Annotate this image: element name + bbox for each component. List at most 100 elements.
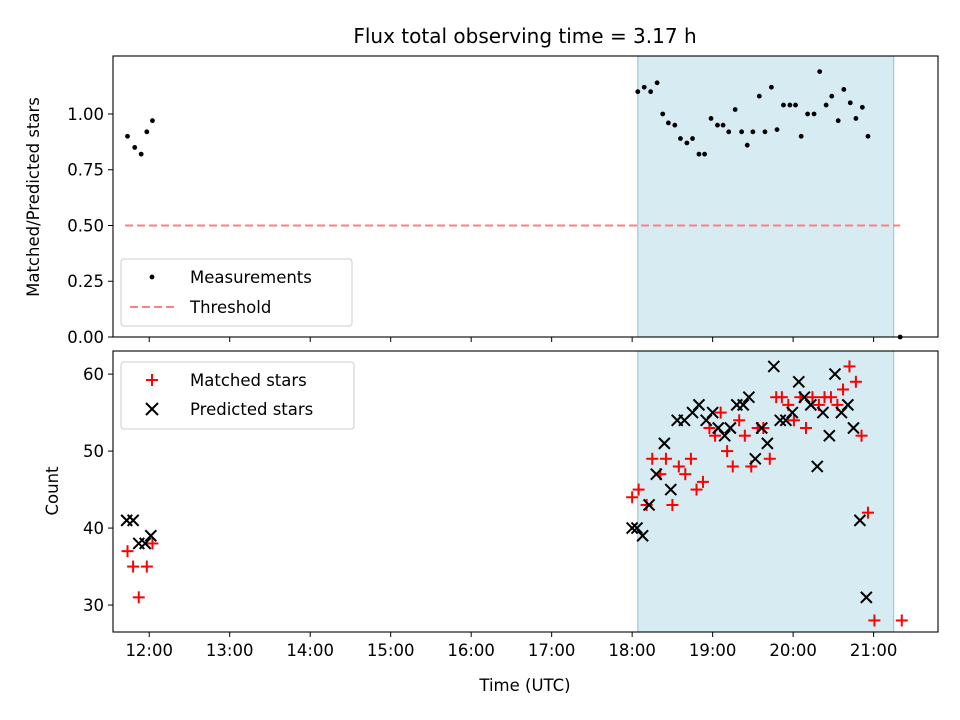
matched-star-point bbox=[132, 591, 145, 604]
measurement-point bbox=[756, 93, 762, 99]
x-tick-label: 15:00 bbox=[367, 641, 415, 660]
matched-star-point bbox=[696, 475, 709, 488]
x-axis-label: Time (UTC) bbox=[478, 676, 570, 695]
top-observing-interval-shade bbox=[637, 56, 894, 337]
measurement-point bbox=[648, 89, 654, 95]
measurement-point bbox=[702, 151, 707, 157]
matched-star-point bbox=[855, 429, 868, 442]
measurement-point bbox=[829, 93, 835, 99]
predicted-star-point bbox=[792, 375, 805, 389]
predicted-star-point bbox=[828, 367, 842, 381]
matched-star-point bbox=[843, 360, 856, 373]
top-legend-box bbox=[120, 258, 353, 327]
x-tick-label: 18:00 bbox=[608, 641, 656, 660]
matched-star-point bbox=[679, 468, 692, 481]
measurement-point bbox=[665, 120, 671, 126]
legend-measurements-label: Measurements bbox=[190, 268, 312, 287]
legend-threshold-label: Threshold bbox=[189, 298, 271, 317]
y-tick-label: 0.75 bbox=[67, 161, 104, 180]
matched-star-point bbox=[640, 498, 653, 511]
measurement-point bbox=[835, 118, 841, 124]
measurement-point bbox=[787, 102, 793, 108]
x-tick-label: 13:00 bbox=[206, 641, 254, 660]
measurement-point bbox=[726, 129, 732, 135]
matched-star-point bbox=[757, 421, 770, 434]
matched-star-point bbox=[787, 414, 800, 427]
measurement-point bbox=[715, 122, 720, 128]
predicted-star-point bbox=[774, 414, 787, 427]
measurement-point bbox=[781, 102, 786, 108]
predicted-star-point bbox=[749, 452, 762, 465]
predicted-star-point bbox=[742, 390, 756, 404]
matched-star-point bbox=[806, 391, 819, 404]
matched-star-point bbox=[721, 445, 734, 458]
predicted-star-point bbox=[786, 406, 799, 419]
bottom-plot-frame bbox=[112, 350, 939, 633]
y-tick-label: 50 bbox=[83, 442, 104, 461]
bottom-legend-box bbox=[120, 361, 355, 430]
predicted-star-point bbox=[138, 537, 152, 550]
predicted-star-point bbox=[144, 529, 158, 542]
top-y-axis-label: Matched/Predicted stars bbox=[24, 97, 43, 297]
measurement-point bbox=[696, 151, 702, 157]
top-plot-frame bbox=[112, 55, 939, 338]
predicted-star-point bbox=[816, 406, 830, 419]
measurement-point bbox=[125, 133, 130, 139]
matched-star-point bbox=[146, 537, 159, 550]
predicted-star-point bbox=[761, 437, 774, 450]
predicted-star-point bbox=[650, 467, 663, 481]
predicted-star-point bbox=[724, 421, 737, 435]
predicted-star-point bbox=[767, 360, 781, 373]
predicted-star-point bbox=[625, 521, 639, 535]
matched-star-point bbox=[775, 391, 788, 404]
matched-star-point bbox=[684, 452, 697, 465]
y-tick-label: 0.50 bbox=[67, 216, 104, 235]
predicted-star-point bbox=[718, 429, 731, 442]
y-tick-label: 60 bbox=[83, 365, 104, 384]
legend-matched-stars-label: Matched stars bbox=[190, 371, 307, 390]
measurement-point bbox=[708, 116, 714, 121]
matched-star-point bbox=[763, 452, 776, 465]
y-tick-label: 1.00 bbox=[67, 105, 104, 124]
measurement-point bbox=[859, 104, 865, 110]
measurement-point bbox=[720, 122, 726, 128]
bottom-observing-interval-shade bbox=[637, 351, 894, 632]
predicted-star-point bbox=[823, 429, 836, 442]
matched-star-point bbox=[849, 375, 862, 388]
measurement-point bbox=[865, 133, 871, 139]
y-tick-label: 30 bbox=[83, 596, 104, 615]
x-tick-label: 14:00 bbox=[286, 641, 334, 660]
matched-star-point bbox=[127, 560, 140, 573]
measurement-point bbox=[774, 127, 780, 132]
measurement-point bbox=[847, 100, 853, 106]
predicted-star-point bbox=[664, 483, 677, 496]
matched-star-point bbox=[800, 421, 812, 434]
measurement-point bbox=[744, 142, 750, 148]
matched-star-point bbox=[626, 491, 639, 504]
predicted-star-point bbox=[804, 398, 818, 412]
measurement-point bbox=[811, 111, 817, 117]
measurement-point bbox=[762, 129, 768, 135]
matched-star-point bbox=[140, 560, 153, 573]
measurement-point bbox=[150, 118, 155, 124]
measurement-point bbox=[660, 111, 666, 117]
bottom-legend: Matched stars Predicted stars bbox=[120, 361, 355, 430]
measurement-point bbox=[132, 145, 138, 150]
legend-measurements-marker bbox=[149, 274, 155, 280]
predicted-star-point bbox=[658, 437, 671, 450]
legend-predicted-stars-marker bbox=[145, 402, 159, 416]
measurement-point bbox=[768, 84, 774, 90]
measurement-point bbox=[817, 69, 823, 75]
y-tick-label: 0.00 bbox=[67, 328, 104, 347]
x-tick-label: 20:00 bbox=[769, 641, 817, 660]
predicted-star-point bbox=[811, 460, 824, 473]
top-panel: 0.00 0.25 0.50 0.75 1.00 Matched/Predicted s… bbox=[24, 55, 939, 347]
matched-star-point bbox=[690, 483, 703, 496]
chart-title: Flux total observing time = 3.17 h bbox=[353, 24, 696, 48]
top-legend: Measurements Threshold bbox=[120, 258, 353, 327]
measurement-point bbox=[672, 122, 678, 128]
legend-matched-stars-marker bbox=[146, 374, 158, 386]
measurement-point bbox=[853, 116, 859, 121]
predicted-star-point bbox=[630, 521, 644, 535]
measurement-point bbox=[793, 102, 798, 108]
